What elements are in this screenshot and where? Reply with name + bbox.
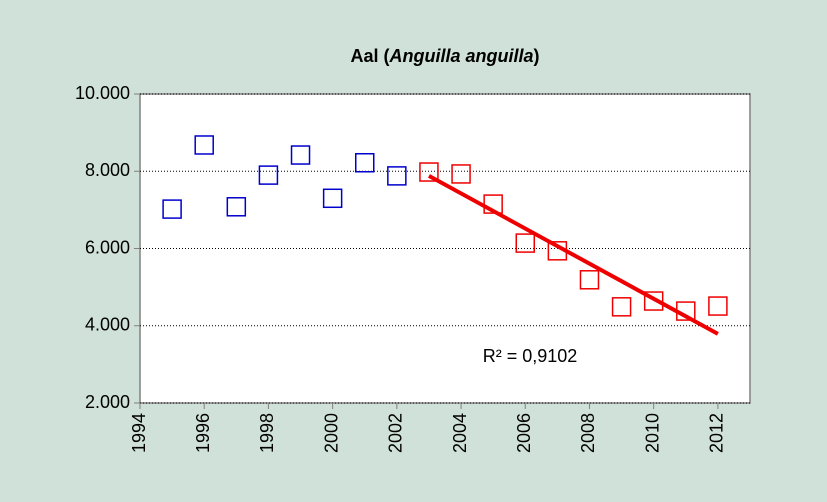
- plot-area: [139, 93, 751, 404]
- marker: [611, 297, 632, 317]
- x-tick-label: 2006: [514, 413, 534, 453]
- marker: [451, 164, 471, 184]
- y-tick-label: 4.000: [85, 315, 130, 335]
- marker: [515, 233, 536, 253]
- x-tick-label: 1996: [193, 413, 213, 453]
- x-tick-label: 1998: [257, 413, 277, 453]
- title-species: Anguilla anguilla: [389, 46, 534, 66]
- plot-layer: 2.000 4.000 6.000 8.000 10.000 1994 1996 1998 20…: [75, 83, 750, 453]
- x-tick-label: 2012: [707, 413, 727, 453]
- marker: [419, 162, 439, 182]
- chart-title: Aal (Anguilla anguilla): [350, 46, 539, 66]
- marker: [162, 199, 182, 219]
- marker: [194, 135, 214, 155]
- marker: [226, 197, 247, 217]
- x-tick-label: 2010: [642, 413, 662, 453]
- marker: [354, 153, 375, 173]
- y-tick-label: 8.000: [85, 160, 130, 180]
- x-tick-label: 2000: [321, 413, 341, 453]
- x-tick-label: 2002: [386, 413, 406, 453]
- y-tick-label: 10.000: [75, 83, 130, 103]
- marker: [708, 296, 728, 316]
- trendline: [427, 174, 719, 336]
- x-tick-label: 1994: [129, 413, 149, 453]
- marker: [579, 270, 600, 290]
- marker: [387, 166, 407, 186]
- marker: [290, 145, 311, 165]
- r-squared-label: R² = 0,9102: [483, 346, 578, 366]
- marker: [258, 165, 279, 185]
- marker: [322, 188, 343, 209]
- marker: [643, 291, 664, 311]
- y-tick-label: 2.000: [85, 392, 130, 412]
- x-tick-label: 2008: [578, 413, 598, 453]
- x-tick-label: 2004: [450, 413, 470, 453]
- title-part: Aal (: [350, 46, 389, 66]
- title-part: ): [534, 46, 540, 66]
- y-tick-label: 6.000: [85, 237, 130, 257]
